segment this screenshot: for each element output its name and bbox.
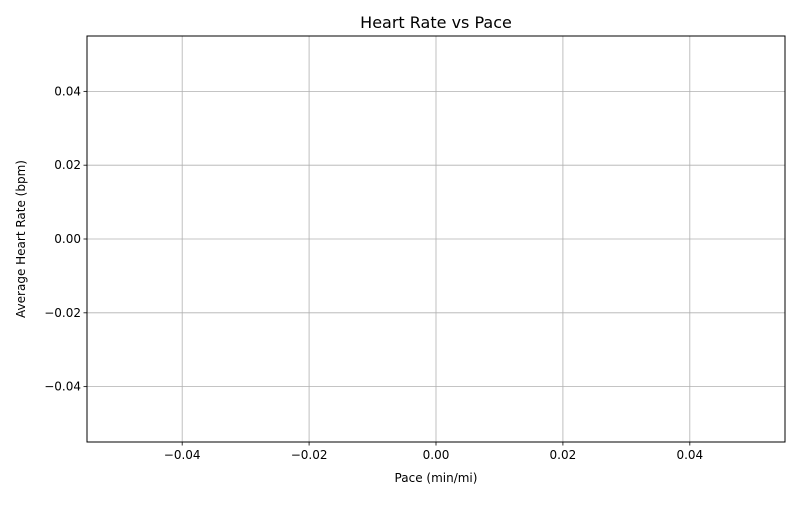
x-tick-label: 0.04 — [676, 448, 703, 462]
y-tick-label: 0.00 — [54, 232, 81, 246]
y-axis-ticks: −0.04 −0.02 0.00 0.02 0.04 — [44, 84, 87, 394]
y-tick-label: −0.04 — [44, 380, 81, 394]
x-tick-label: 0.00 — [423, 448, 450, 462]
y-axis-label: Average Heart Rate (bpm) — [14, 160, 28, 318]
grid-lines — [87, 36, 785, 442]
x-tick-label: 0.02 — [550, 448, 577, 462]
y-tick-label: 0.04 — [54, 84, 81, 98]
x-tick-label: −0.04 — [164, 448, 201, 462]
chart-title: Heart Rate vs Pace — [360, 13, 512, 32]
y-tick-label: −0.02 — [44, 306, 81, 320]
x-axis-ticks: −0.04 −0.02 0.00 0.02 0.04 — [164, 442, 703, 462]
x-axis-label: Pace (min/mi) — [395, 471, 478, 485]
x-tick-label: −0.02 — [291, 448, 328, 462]
y-tick-label: 0.02 — [54, 158, 81, 172]
